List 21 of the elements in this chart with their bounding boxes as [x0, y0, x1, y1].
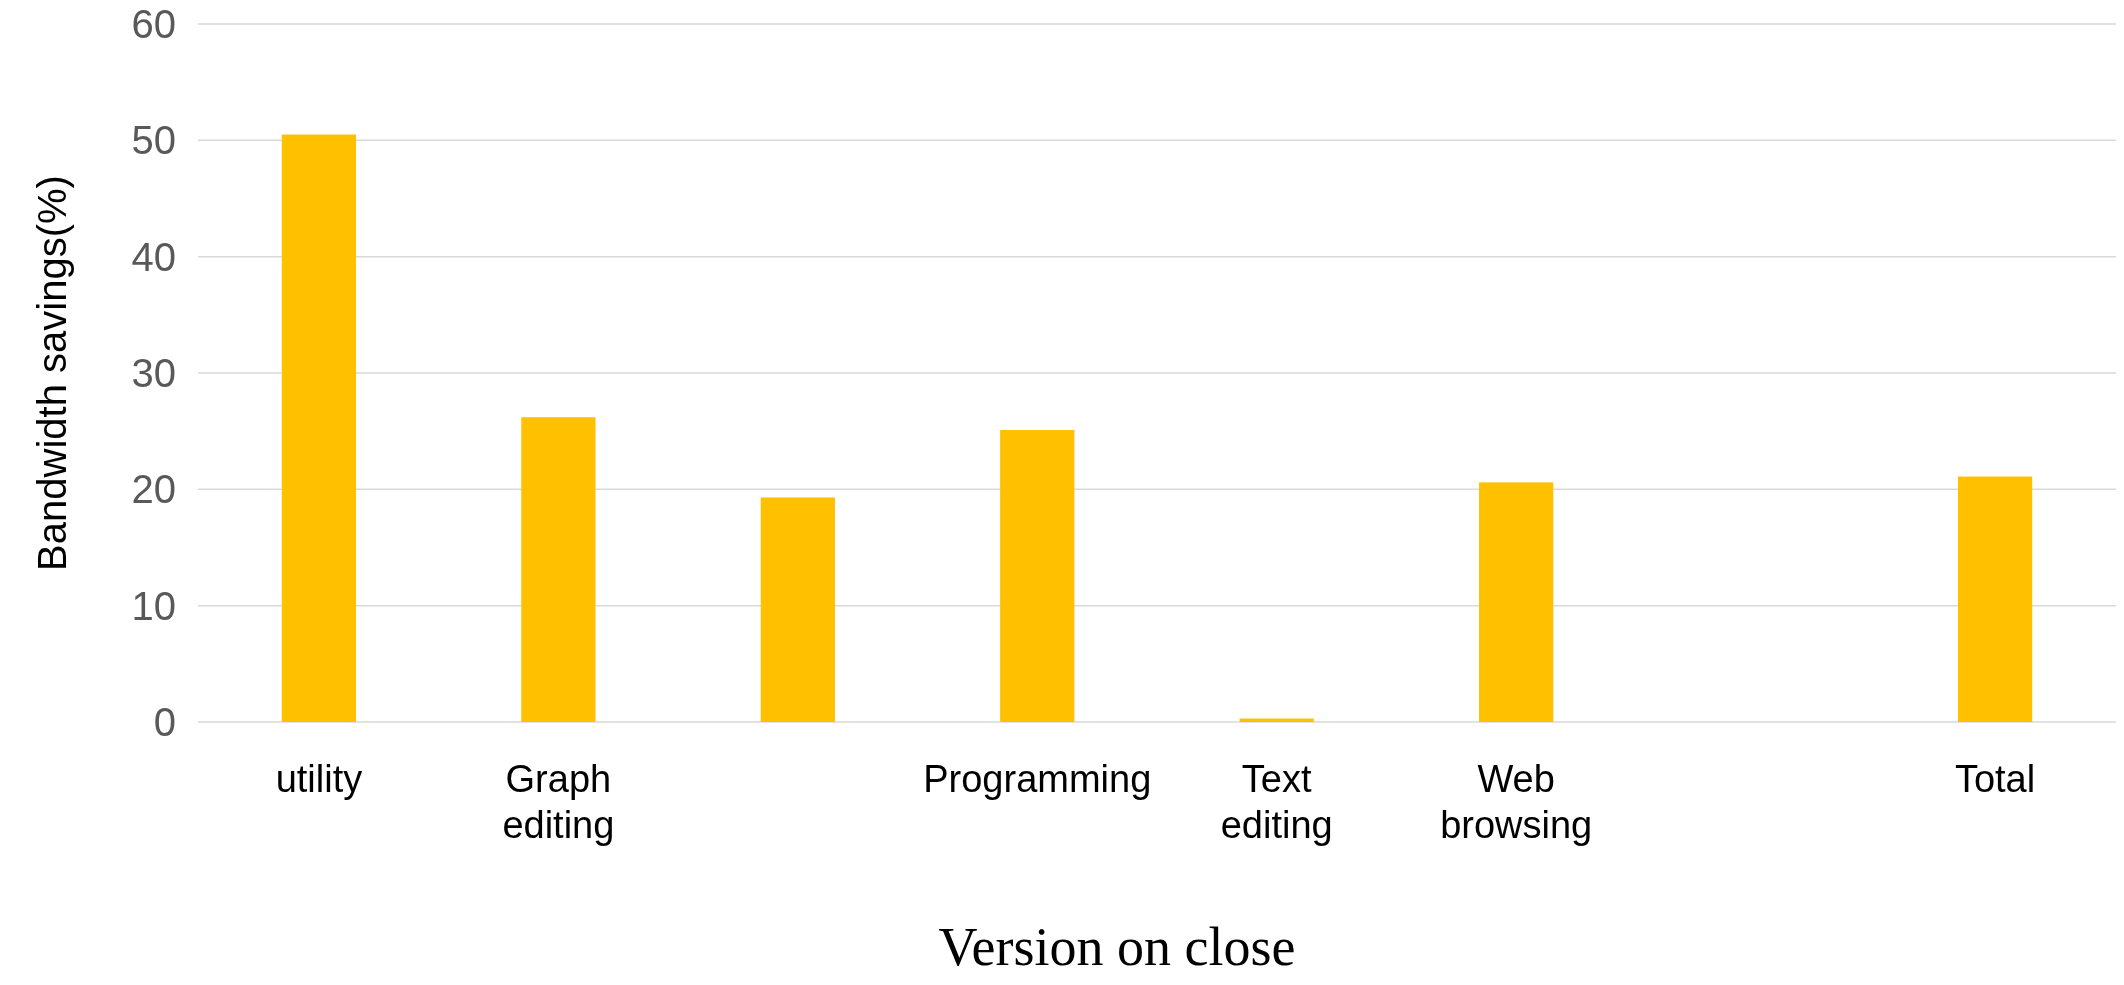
bar: [1957, 476, 2033, 722]
x-axis-title: Version on close: [938, 917, 1296, 977]
bar: [281, 134, 357, 722]
x-tick-label: Text editing: [1220, 758, 1333, 846]
bar: [760, 497, 835, 722]
bar: [521, 417, 596, 722]
bar: [1479, 482, 1554, 722]
x-tick-label: utility: [275, 758, 363, 800]
y-tick-label: 40: [131, 234, 176, 279]
x-tick-label: Web browsing: [1440, 758, 1593, 846]
bar: [1000, 430, 1075, 722]
y-axis-title: Bandwidth savings(%): [30, 175, 74, 571]
x-tick-label: Total: [1954, 758, 2036, 800]
x-tick-label: Graph editing: [502, 758, 615, 846]
y-tick-label: 30: [131, 351, 176, 395]
y-tick-label: 60: [131, 2, 176, 46]
y-tick-label: 50: [131, 118, 176, 163]
y-tick-label: 10: [131, 583, 176, 628]
y-tick-label: 0: [153, 700, 176, 744]
x-tick-label: Programming: [923, 758, 1152, 800]
y-tick-label: 20: [131, 467, 176, 512]
